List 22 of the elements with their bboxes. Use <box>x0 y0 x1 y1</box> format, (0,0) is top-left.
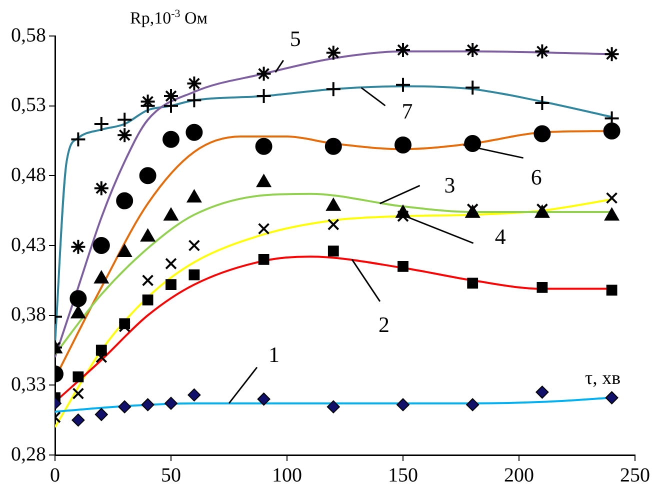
x-tick-label: 50 <box>161 464 181 486</box>
annotation: 3 <box>444 172 456 198</box>
y-tick-label: 0,38 <box>11 304 46 326</box>
y-tick-label: 0,53 <box>11 94 46 116</box>
x-tick-label: 150 <box>388 464 418 486</box>
annotation: 5 <box>290 26 301 52</box>
y-tick-label: 0,48 <box>11 164 46 186</box>
y-tick-label: 0,33 <box>11 373 46 396</box>
y-tick-label: 0,58 <box>11 24 46 46</box>
y-axis-title: Rp,10$^{-3}$ Ом <box>130 8 208 29</box>
annotation: 7 <box>402 98 413 124</box>
x-tick-label: 100 <box>272 464 302 486</box>
y-tick-label: 0,43 <box>11 234 46 256</box>
annotation: 1 <box>268 342 280 368</box>
x-tick-label: 0 <box>50 464 60 486</box>
annotation: 2 <box>378 312 390 338</box>
annotation: 6 <box>530 164 542 190</box>
annotation: 4 <box>494 224 506 249</box>
x-tick-label: 200 <box>504 464 534 486</box>
x-tick-label: 250 <box>620 464 650 486</box>
x-axis-title: τ, хв <box>585 368 621 390</box>
y-tick-label: 0,28 <box>11 443 46 466</box>
